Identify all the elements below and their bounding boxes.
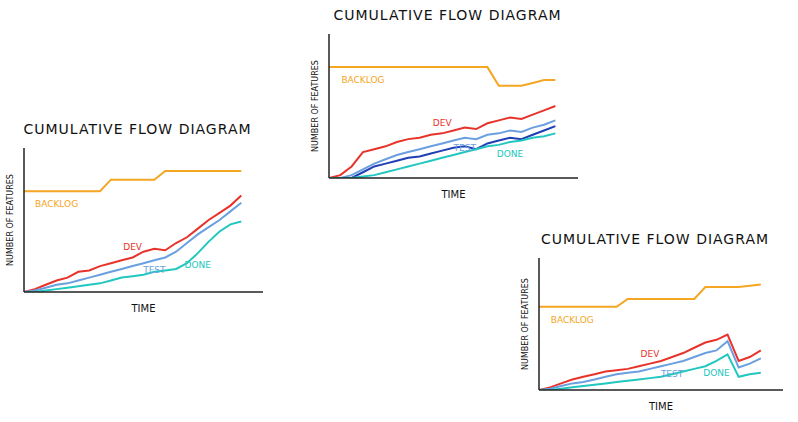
svg-text:DONE: DONE — [703, 368, 730, 378]
svg-text:TEST: TEST — [453, 143, 477, 153]
svg-text:BACKLOG: BACKLOG — [551, 315, 594, 325]
svg-text:NUMBER OF FEATURES: NUMBER OF FEATURES — [521, 278, 530, 370]
svg-text:BACKLOG: BACKLOG — [341, 75, 384, 85]
svg-text:TEST: TEST — [142, 265, 166, 275]
svg-text:DONE: DONE — [185, 260, 212, 270]
html-text:CUMULATIVE FLOW DIAGRAM: CUMULATIVE FLOW DIAGRAM — [23, 121, 252, 137]
svg-text:DEV: DEV — [123, 242, 143, 252]
svg-text:DONE: DONE — [497, 149, 524, 159]
html-text:CUMULATIVE FLOW DIAGRAM: CUMULATIVE FLOW DIAGRAM — [333, 7, 562, 23]
svg-text:DEV: DEV — [433, 118, 453, 128]
svg-text:TIME: TIME — [130, 303, 155, 314]
svg-text:NUMBER OF FEATURES: NUMBER OF FEATURES — [6, 174, 15, 266]
svg-text:BACKLOG: BACKLOG — [35, 199, 78, 209]
svg-text:DEV: DEV — [641, 349, 661, 359]
svg-text:TEST: TEST — [660, 369, 684, 379]
svg-text:NUMBER OF FEATURES: NUMBER OF FEATURES — [311, 60, 320, 152]
svg-text:TIME: TIME — [440, 189, 465, 200]
svg-text:TIME: TIME — [648, 401, 673, 412]
html-text:CUMULATIVE FLOW DIAGRAM: CUMULATIVE FLOW DIAGRAM — [541, 231, 769, 247]
